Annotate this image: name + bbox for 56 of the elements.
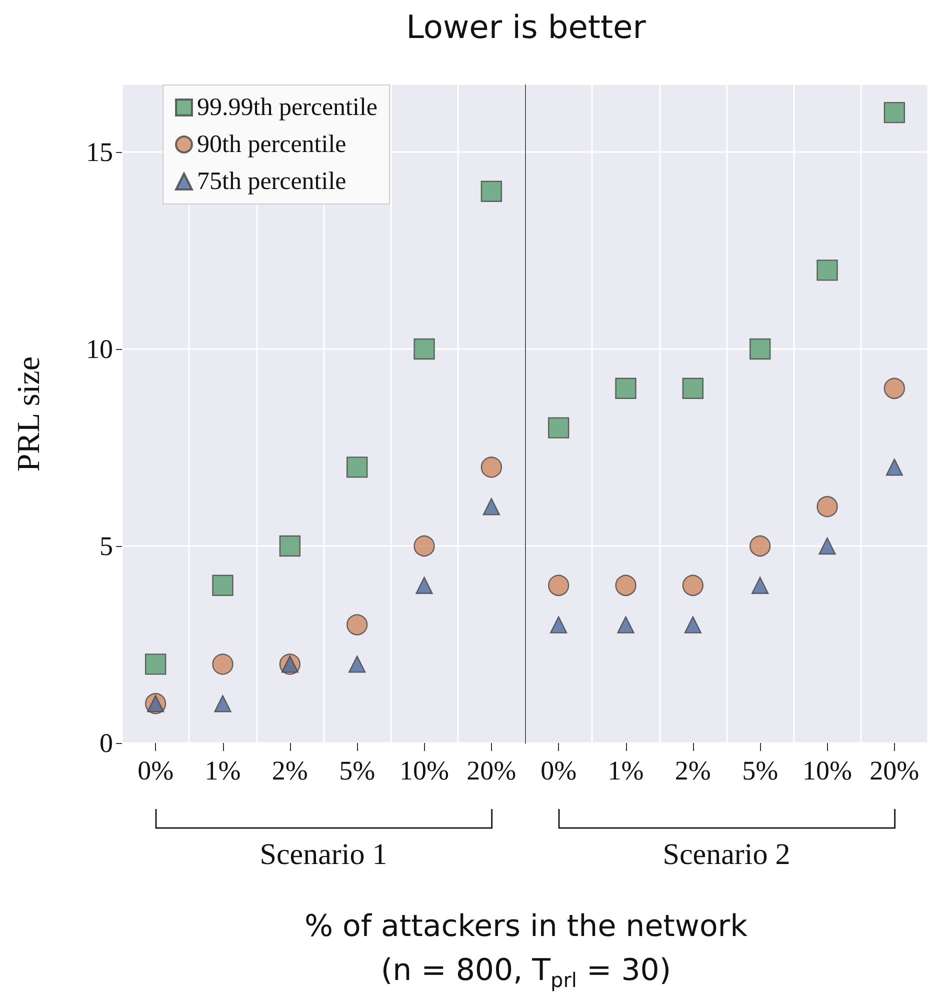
x-tick-label: 0% bbox=[540, 756, 577, 786]
x-tick-label: 1% bbox=[204, 756, 241, 786]
y-tick-label: 5 bbox=[100, 530, 113, 561]
x-tick-label: 20% bbox=[466, 756, 516, 786]
point bbox=[751, 576, 769, 594]
text: Scenario 1 bbox=[260, 838, 388, 872]
point bbox=[480, 456, 502, 478]
y-tick-label: 0 bbox=[100, 728, 113, 758]
legend-label: 75th percentile bbox=[197, 168, 346, 195]
y-tick-label: 10 bbox=[86, 334, 113, 364]
point bbox=[414, 535, 435, 557]
point bbox=[346, 456, 368, 478]
point bbox=[684, 616, 702, 634]
text: Scenario 2 bbox=[662, 838, 790, 872]
point bbox=[750, 535, 771, 557]
point bbox=[482, 498, 500, 516]
point bbox=[884, 102, 906, 124]
point bbox=[615, 378, 636, 399]
point bbox=[550, 616, 568, 634]
point bbox=[816, 496, 838, 518]
x-tick-label: 0% bbox=[138, 756, 174, 786]
point bbox=[279, 535, 301, 557]
x-tick-label: 5% bbox=[339, 756, 376, 786]
legend-label: 99.99th percentile bbox=[197, 94, 378, 121]
point bbox=[749, 338, 771, 360]
y-tick-label: 15 bbox=[86, 136, 113, 167]
point bbox=[886, 458, 904, 476]
legend-label: 90th percentile bbox=[197, 131, 346, 158]
point bbox=[682, 574, 704, 596]
y-axis-title: PRL size bbox=[10, 356, 46, 472]
point bbox=[884, 378, 906, 399]
point bbox=[144, 654, 166, 675]
x-tick-label: 10% bbox=[802, 756, 852, 786]
point bbox=[346, 614, 368, 636]
point bbox=[212, 574, 234, 596]
x-tick-label: 2% bbox=[674, 756, 711, 786]
point bbox=[816, 260, 838, 281]
point bbox=[348, 656, 366, 673]
point bbox=[548, 417, 570, 438]
x-tick-label: 20% bbox=[870, 756, 920, 786]
x-tick-label: 10% bbox=[400, 756, 449, 786]
x-tick-label: 5% bbox=[742, 756, 778, 786]
chart-title: Lower is better bbox=[405, 8, 647, 46]
point bbox=[416, 576, 433, 594]
x-tick-label: 2% bbox=[272, 756, 308, 786]
point bbox=[615, 574, 636, 596]
point bbox=[212, 654, 234, 675]
x-tick-label: 1% bbox=[608, 756, 644, 786]
point bbox=[414, 338, 435, 360]
x-axis-title: % of attackers in the network (n = 800, T$_{prl}$ = 30) bbox=[303, 908, 749, 994]
point bbox=[480, 180, 502, 202]
point bbox=[682, 378, 704, 399]
point bbox=[214, 695, 232, 712]
point bbox=[617, 616, 634, 634]
point bbox=[818, 537, 836, 555]
point bbox=[548, 574, 570, 596]
